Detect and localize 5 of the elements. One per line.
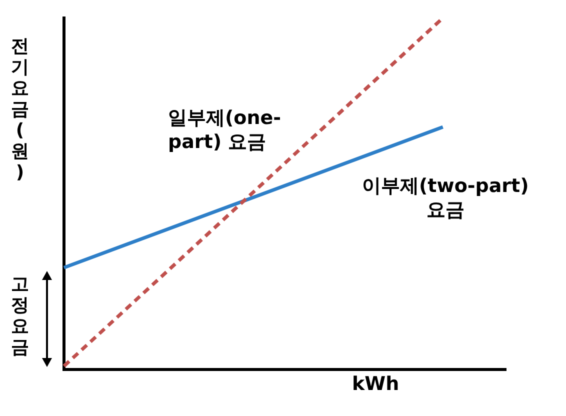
annotation: 이부제(two-part) 요금 xyxy=(362,174,529,222)
text: 고정요금 xyxy=(10,274,30,358)
annotation: 일부제(one- part) 요금 xyxy=(168,106,282,154)
x-axis-title: kWh xyxy=(352,372,400,396)
y-axis-title: 전기요금(원) xyxy=(10,36,30,183)
